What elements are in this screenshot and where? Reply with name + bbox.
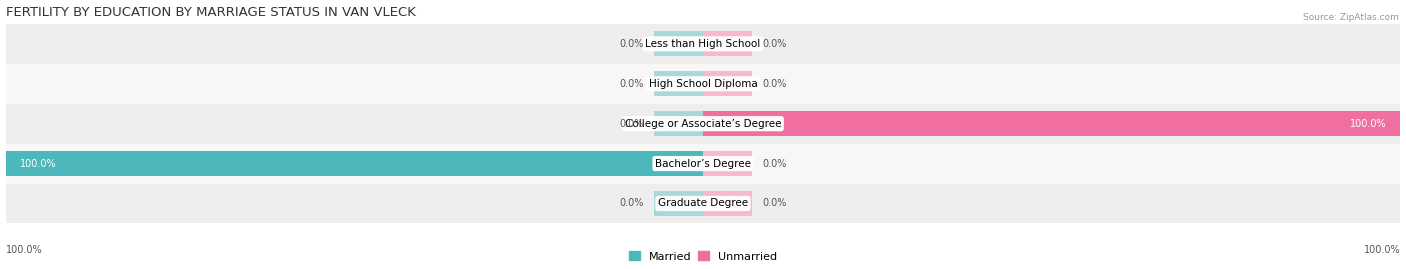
Bar (6, 64, 1400, 104)
Text: 0.0%: 0.0% (762, 79, 787, 89)
Text: 100.0%: 100.0% (20, 158, 56, 169)
Bar (6, 104, 1400, 144)
Text: Graduate Degree: Graduate Degree (658, 199, 748, 208)
Bar (6, 144, 1400, 183)
Text: Source: ZipAtlas.com: Source: ZipAtlas.com (1303, 13, 1399, 22)
Bar (654, 111, 703, 136)
Text: 0.0%: 0.0% (619, 39, 644, 49)
Text: 0.0%: 0.0% (762, 199, 787, 208)
Text: 0.0%: 0.0% (762, 158, 787, 169)
Text: High School Diploma: High School Diploma (648, 79, 758, 89)
Text: Bachelor’s Degree: Bachelor’s Degree (655, 158, 751, 169)
Bar (703, 31, 752, 56)
Bar (6, 183, 1400, 224)
Text: 0.0%: 0.0% (619, 199, 644, 208)
Bar (6, 24, 1400, 64)
Text: 0.0%: 0.0% (619, 119, 644, 129)
Bar (654, 71, 703, 96)
Bar (654, 31, 703, 56)
Text: 100.0%: 100.0% (6, 245, 42, 255)
Bar (654, 191, 703, 216)
Text: College or Associate’s Degree: College or Associate’s Degree (624, 119, 782, 129)
Text: 0.0%: 0.0% (762, 39, 787, 49)
Bar (703, 111, 1400, 136)
Text: Less than High School: Less than High School (645, 39, 761, 49)
Bar (703, 191, 752, 216)
Bar (703, 71, 752, 96)
Legend: Married, Unmarried: Married, Unmarried (628, 252, 778, 262)
Text: 100.0%: 100.0% (1350, 119, 1386, 129)
Text: 0.0%: 0.0% (619, 79, 644, 89)
Bar (703, 151, 752, 176)
Text: FERTILITY BY EDUCATION BY MARRIAGE STATUS IN VAN VLECK: FERTILITY BY EDUCATION BY MARRIAGE STATU… (6, 6, 415, 19)
Text: 100.0%: 100.0% (1364, 245, 1400, 255)
Bar (6, 151, 703, 176)
